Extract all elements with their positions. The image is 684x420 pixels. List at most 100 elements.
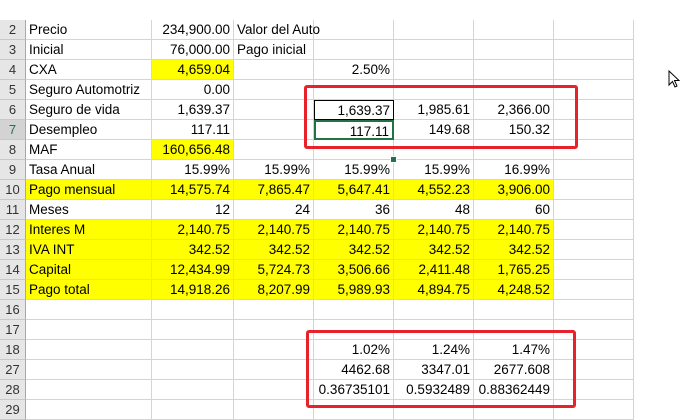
cell-A5[interactable]: Seguro Automotriz bbox=[26, 80, 152, 100]
cell-G3[interactable] bbox=[554, 40, 634, 60]
cell-D17[interactable] bbox=[314, 320, 394, 340]
cell-G18[interactable] bbox=[554, 340, 634, 360]
cell-D3[interactable] bbox=[314, 40, 394, 60]
cell-D9[interactable]: 15.99% bbox=[314, 160, 394, 180]
cell-F29[interactable] bbox=[474, 400, 554, 420]
cell-E4[interactable] bbox=[394, 60, 474, 80]
row-header-4[interactable]: 4 bbox=[0, 60, 26, 80]
row-header-15[interactable]: 15 bbox=[0, 280, 26, 300]
cell-E16[interactable] bbox=[394, 300, 474, 320]
cell-A15[interactable]: Pago total bbox=[26, 280, 152, 300]
cell-G6[interactable] bbox=[554, 100, 634, 120]
cell-A18[interactable] bbox=[26, 340, 152, 360]
cell-F3[interactable] bbox=[474, 40, 554, 60]
row-header-16[interactable]: 16 bbox=[0, 300, 26, 320]
cell-E3[interactable] bbox=[394, 40, 474, 60]
cell-A9[interactable]: Tasa Anual bbox=[26, 160, 152, 180]
cell-D13[interactable]: 342.52 bbox=[314, 240, 394, 260]
cell-E18[interactable]: 1.24% bbox=[394, 340, 474, 360]
row-header-3[interactable]: 3 bbox=[0, 40, 26, 60]
cell-D4[interactable]: 2.50% bbox=[314, 60, 394, 80]
cell-C10[interactable]: 7,865.47 bbox=[234, 180, 314, 200]
cell-E14[interactable]: 2,411.48 bbox=[394, 260, 474, 280]
row-header-17[interactable]: 17 bbox=[0, 320, 26, 340]
row-header-2[interactable]: 2 bbox=[0, 20, 26, 40]
cell-D11[interactable]: 36 bbox=[314, 200, 394, 220]
cell-C16[interactable] bbox=[234, 300, 314, 320]
cell-A13[interactable]: IVA INT bbox=[26, 240, 152, 260]
cell-C17[interactable] bbox=[234, 320, 314, 340]
cell-G4[interactable] bbox=[554, 60, 634, 80]
row-header-11[interactable]: 11 bbox=[0, 200, 26, 220]
cell-A3[interactable]: Inicial bbox=[26, 40, 152, 60]
row-header-10[interactable]: 10 bbox=[0, 180, 26, 200]
cell-E11[interactable]: 48 bbox=[394, 200, 474, 220]
cell-D14[interactable]: 3,506.66 bbox=[314, 260, 394, 280]
cell-C29[interactable] bbox=[234, 400, 314, 420]
cell-D29[interactable] bbox=[314, 400, 394, 420]
cell-B15[interactable]: 14,918.26 bbox=[152, 280, 234, 300]
cell-F16[interactable] bbox=[474, 300, 554, 320]
row-header-27[interactable]: 27 bbox=[0, 360, 26, 380]
cell-A10[interactable]: Pago mensual bbox=[26, 180, 152, 200]
cell-A6[interactable]: Seguro de vida bbox=[26, 100, 152, 120]
cell-B9[interactable]: 15.99% bbox=[152, 160, 234, 180]
row-header-7[interactable]: 7 bbox=[0, 120, 26, 140]
row-header-5[interactable]: 5 bbox=[0, 80, 26, 100]
cell-E10[interactable]: 4,552.23 bbox=[394, 180, 474, 200]
cell-B5[interactable]: 0.00 bbox=[152, 80, 234, 100]
row-header-14[interactable]: 14 bbox=[0, 260, 26, 280]
cell-F12[interactable]: 2,140.75 bbox=[474, 220, 554, 240]
cell-E13[interactable]: 342.52 bbox=[394, 240, 474, 260]
cell-D15[interactable]: 5,989.93 bbox=[314, 280, 394, 300]
cell-D7[interactable]: 117.11 bbox=[314, 120, 394, 140]
cell-G12[interactable] bbox=[554, 220, 634, 240]
cell-A29[interactable] bbox=[26, 400, 152, 420]
cell-F4[interactable] bbox=[474, 60, 554, 80]
cell-G15[interactable] bbox=[554, 280, 634, 300]
cell-E12[interactable]: 2,140.75 bbox=[394, 220, 474, 240]
cell-C13[interactable]: 342.52 bbox=[234, 240, 314, 260]
cell-A2[interactable]: Precio bbox=[26, 20, 152, 40]
cell-B27[interactable] bbox=[152, 360, 234, 380]
cell-C6[interactable] bbox=[234, 100, 314, 120]
cell-F27[interactable]: 2677.608 bbox=[474, 360, 554, 380]
cell-C27[interactable] bbox=[234, 360, 314, 380]
cell-A14[interactable]: Capital bbox=[26, 260, 152, 280]
cell-B11[interactable]: 12 bbox=[152, 200, 234, 220]
cell-C18[interactable] bbox=[234, 340, 314, 360]
cell-A7[interactable]: Desempleo bbox=[26, 120, 152, 140]
cell-G17[interactable] bbox=[554, 320, 634, 340]
cell-B16[interactable] bbox=[152, 300, 234, 320]
cell-D12[interactable]: 2,140.75 bbox=[314, 220, 394, 240]
cell-B3[interactable]: 76,000.00 bbox=[152, 40, 234, 60]
cell-C15[interactable]: 8,207.99 bbox=[234, 280, 314, 300]
cell-G2[interactable] bbox=[554, 20, 634, 40]
cell-B17[interactable] bbox=[152, 320, 234, 340]
cell-E6[interactable]: 1,985.61 bbox=[394, 100, 474, 120]
cell-D8[interactable] bbox=[314, 140, 394, 160]
cell-A16[interactable] bbox=[26, 300, 152, 320]
row-header-28[interactable]: 28 bbox=[0, 380, 26, 400]
cell-E2[interactable] bbox=[394, 20, 474, 40]
cell-F11[interactable]: 60 bbox=[474, 200, 554, 220]
cell-G10[interactable] bbox=[554, 180, 634, 200]
cell-C5[interactable] bbox=[234, 80, 314, 100]
cell-F8[interactable] bbox=[474, 140, 554, 160]
cell-A8[interactable]: MAF bbox=[26, 140, 152, 160]
cell-G5[interactable] bbox=[554, 80, 634, 100]
cell-F18[interactable]: 1.47% bbox=[474, 340, 554, 360]
cell-E7[interactable]: 149.68 bbox=[394, 120, 474, 140]
cell-G14[interactable] bbox=[554, 260, 634, 280]
cell-E9[interactable]: 15.99% bbox=[394, 160, 474, 180]
cell-F17[interactable] bbox=[474, 320, 554, 340]
cell-F28[interactable]: 0.88362449 bbox=[474, 380, 554, 400]
cell-E5[interactable] bbox=[394, 80, 474, 100]
cell-B14[interactable]: 12,434.99 bbox=[152, 260, 234, 280]
cell-B6[interactable]: 1,639.37 bbox=[152, 100, 234, 120]
cell-B18[interactable] bbox=[152, 340, 234, 360]
cell-A11[interactable]: Meses bbox=[26, 200, 152, 220]
cell-G9[interactable] bbox=[554, 160, 634, 180]
cell-E17[interactable] bbox=[394, 320, 474, 340]
